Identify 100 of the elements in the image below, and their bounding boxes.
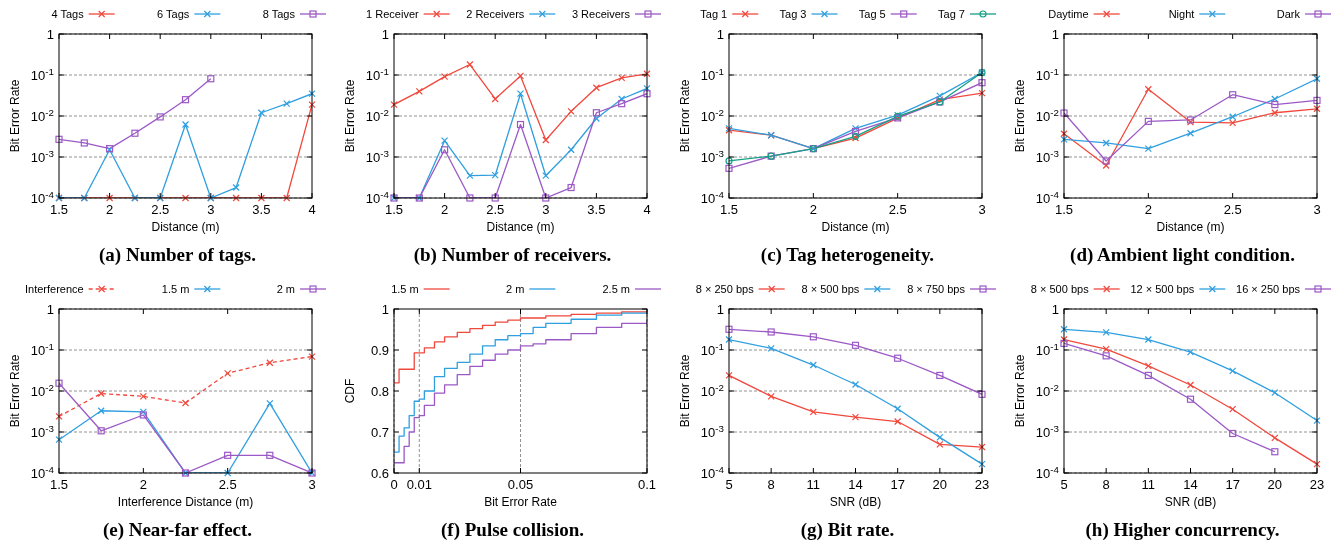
y-tick-label: 0.8 bbox=[370, 384, 389, 399]
legend-label: 1 Receiver bbox=[366, 8, 419, 20]
legend-label: Tag 5 bbox=[858, 8, 886, 20]
x-tick-label: 3 bbox=[1313, 202, 1321, 217]
x-tick-label: 0.05 bbox=[507, 477, 534, 492]
x-tick-label: 3.5 bbox=[252, 202, 271, 217]
x-axis-title: Distance (m) bbox=[1156, 220, 1225, 234]
y-tick-label: 0.7 bbox=[370, 425, 389, 440]
y-tick-label: 10$^{-2}$ bbox=[700, 381, 724, 399]
x-tick-label: 14 bbox=[848, 477, 863, 492]
x-tick-label: 3 bbox=[542, 202, 550, 217]
legend-label: 2 Receivers bbox=[466, 8, 525, 20]
y-tick-label: 10$^{-2}$ bbox=[1035, 106, 1059, 124]
y-tick-label: 10$^{-3}$ bbox=[1035, 422, 1059, 440]
text: (b) Number of receivers. bbox=[413, 244, 612, 266]
legend-label: Daytime bbox=[1048, 8, 1089, 20]
text: (f) Pulse collision. bbox=[440, 519, 585, 541]
x-axis-title: SNR (dB) bbox=[1164, 495, 1217, 509]
y-tick-label: 1 bbox=[381, 27, 389, 42]
x-tick-label: 3.5 bbox=[587, 202, 606, 217]
y-tick-label: 1 bbox=[716, 27, 724, 42]
y-tick-label: 10$^{-1}$ bbox=[30, 340, 54, 358]
text: (c) Tag heterogeneity. bbox=[760, 244, 935, 266]
y-tick-label: 10$^{-1}$ bbox=[1035, 65, 1059, 83]
x-tick-label: 11 bbox=[1141, 477, 1156, 492]
x-tick-label: 4 bbox=[643, 202, 651, 217]
legend-label: Tag 1 bbox=[700, 8, 728, 20]
x-tick-label: 5 bbox=[725, 477, 733, 492]
y-tick-label: 1 bbox=[1051, 302, 1059, 317]
y-tick-label: 10$^{-3}$ bbox=[30, 422, 54, 440]
x-tick-label: 14 bbox=[1183, 477, 1198, 492]
y-tick-label: 1 bbox=[381, 302, 389, 317]
y-axis-title: Bit Error Rate bbox=[8, 79, 22, 153]
y-tick-label: 10$^{-1}$ bbox=[700, 65, 724, 83]
x-tick-label: 2 bbox=[1144, 202, 1152, 217]
legend-label: 16 × 250 bps bbox=[1236, 283, 1301, 295]
legend-label: 8 × 500 bps bbox=[801, 283, 860, 295]
x-tick-label: 2 bbox=[139, 477, 147, 492]
y-tick-label: 10$^{-4}$ bbox=[700, 463, 725, 481]
y-axis-title: Bit Error Rate bbox=[8, 354, 22, 428]
legend-label: 1.5 m bbox=[391, 283, 419, 295]
x-tick-label: 23 bbox=[1309, 477, 1325, 492]
y-axis-title: Bit Error Rate bbox=[1013, 354, 1027, 428]
y-tick-label: 10$^{-2}$ bbox=[1035, 381, 1059, 399]
y-axis-title: CDF bbox=[343, 378, 357, 404]
text: (a) Number of tags. bbox=[99, 244, 256, 266]
y-tick-label: 0.6 bbox=[370, 466, 389, 481]
x-axis-title: SNR (dB) bbox=[829, 495, 882, 509]
legend-label: 12 × 500 bps bbox=[1130, 283, 1195, 295]
x-tick-label: 2.5 bbox=[486, 202, 505, 217]
y-tick-label: 10$^{-2}$ bbox=[365, 106, 389, 124]
y-tick-label: 1 bbox=[46, 27, 54, 42]
x-axis-title: Bit Error Rate bbox=[484, 495, 558, 509]
legend-label: 8 × 750 bps bbox=[907, 283, 966, 295]
legend-label: 4 Tags bbox=[51, 8, 85, 20]
y-tick-label: 10$^{-1}$ bbox=[1035, 340, 1059, 358]
text: (g) Bit rate. bbox=[800, 519, 895, 541]
x-tick-label: 2.5 bbox=[1223, 202, 1242, 217]
x-tick-label: 3 bbox=[978, 202, 986, 217]
y-tick-label: 10$^{-4}$ bbox=[1035, 463, 1060, 481]
legend-label: 2 m bbox=[505, 283, 525, 295]
x-tick-label: 2.5 bbox=[151, 202, 170, 217]
x-tick-label: 3 bbox=[308, 477, 316, 492]
y-tick-label: 10$^{-3}$ bbox=[30, 147, 54, 165]
x-axis-title: Interference Distance (m) bbox=[117, 495, 254, 509]
y-tick-label: 1 bbox=[46, 302, 54, 317]
legend-label: 8 × 250 bps bbox=[695, 283, 755, 295]
text: (e) Near-far effect. bbox=[102, 519, 253, 541]
x-tick-label: 0.1 bbox=[637, 477, 657, 492]
y-tick-label: 0.9 bbox=[370, 343, 389, 358]
x-tick-label: 2 bbox=[105, 202, 114, 217]
x-tick-label: 11 bbox=[806, 477, 821, 492]
legend-label: Dark bbox=[1276, 8, 1301, 20]
y-tick-label: 10$^{-3}$ bbox=[1035, 147, 1059, 165]
x-tick-label: 2 bbox=[440, 202, 449, 217]
y-axis-title: Bit Error Rate bbox=[678, 79, 692, 153]
x-tick-label: 2 bbox=[809, 202, 817, 217]
x-tick-label: 8 bbox=[767, 477, 775, 492]
x-tick-label: 0 bbox=[390, 477, 398, 492]
y-tick-label: 10$^{-1}$ bbox=[700, 340, 724, 358]
legend-label: Tag 3 bbox=[779, 8, 807, 20]
x-tick-label: 17 bbox=[890, 477, 905, 492]
legend-label: Night bbox=[1168, 8, 1195, 20]
legend-label: Interference bbox=[24, 283, 84, 295]
y-axis-title: Bit Error Rate bbox=[343, 79, 357, 153]
x-tick-label: 8 bbox=[1102, 477, 1110, 492]
y-tick-label: 10$^{-2}$ bbox=[700, 106, 724, 124]
y-tick-label: 10$^{-1}$ bbox=[365, 65, 389, 83]
x-axis-title: Distance (m) bbox=[151, 220, 220, 234]
x-axis-title: Distance (m) bbox=[821, 220, 890, 234]
x-tick-label: 5 bbox=[1060, 477, 1068, 492]
legend-label: 2.5 m bbox=[602, 283, 630, 295]
y-tick-label: 10$^{-1}$ bbox=[30, 65, 54, 83]
x-tick-label: 2.5 bbox=[888, 202, 907, 217]
y-tick-label: 10$^{-3}$ bbox=[700, 422, 724, 440]
text: (d) Ambient light condition. bbox=[1070, 244, 1295, 266]
y-tick-label: 10$^{-2}$ bbox=[30, 106, 54, 124]
x-tick-label: 23 bbox=[974, 477, 990, 492]
legend-label: Tag 7 bbox=[938, 8, 965, 20]
y-tick-label: 1 bbox=[716, 302, 724, 317]
